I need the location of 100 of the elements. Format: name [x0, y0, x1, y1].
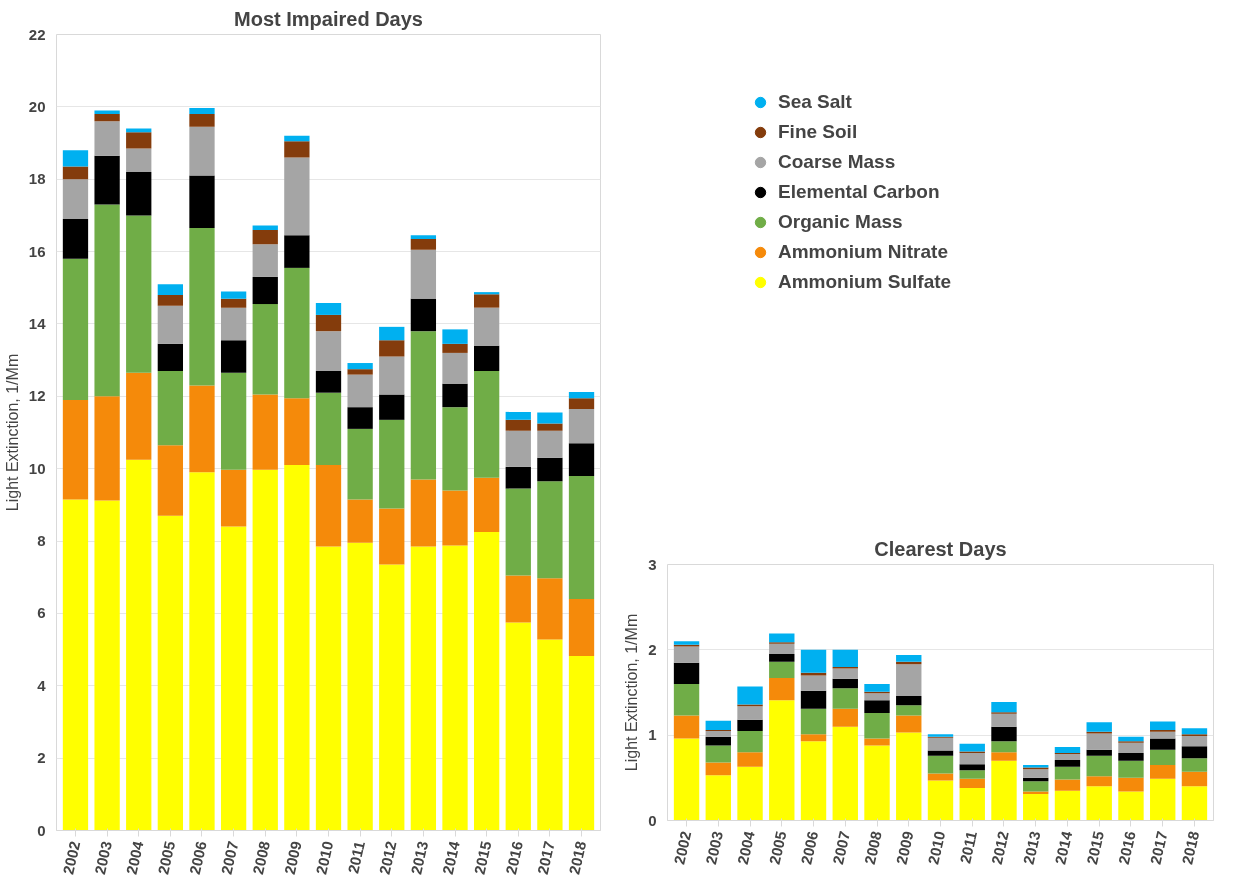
x-tick-label: 2014	[438, 838, 463, 876]
bar	[189, 175, 215, 229]
bar	[896, 654, 922, 662]
bar	[315, 370, 342, 393]
x-tick-label: 2018	[565, 839, 590, 876]
x-tick-label: 2011	[344, 839, 368, 875]
bar	[800, 734, 827, 742]
y-tick-label: 4	[37, 676, 47, 694]
bar	[800, 708, 827, 735]
bar	[442, 490, 468, 546]
bar	[505, 430, 531, 467]
bar	[927, 737, 954, 751]
bar	[347, 428, 373, 500]
y-tick-label: 8	[37, 532, 46, 550]
legend-label: Coarse Mass	[778, 151, 896, 173]
bar	[832, 668, 858, 679]
bar	[959, 770, 985, 779]
legend-label: Organic Mass	[778, 211, 903, 233]
bar	[284, 135, 310, 142]
bar	[864, 700, 890, 713]
bar	[1086, 722, 1112, 732]
bar	[505, 419, 531, 431]
bar	[959, 753, 985, 765]
bar	[126, 171, 152, 216]
bar	[1054, 759, 1081, 767]
bar	[189, 107, 215, 115]
bar	[189, 385, 215, 473]
y-tick-label: 1	[648, 726, 657, 744]
bar	[896, 664, 922, 696]
bar	[832, 726, 858, 821]
bar	[1054, 790, 1081, 821]
bar	[473, 294, 500, 308]
bar	[537, 578, 563, 640]
bar	[315, 314, 342, 332]
y-tick-label: 3	[648, 555, 657, 573]
bar	[991, 726, 1017, 742]
x-tick-label: 2010	[312, 839, 337, 876]
y-tick-label: 0	[648, 811, 657, 829]
bar	[705, 736, 731, 746]
bar	[864, 693, 890, 701]
bar	[959, 788, 985, 821]
bar	[737, 686, 763, 705]
bar	[537, 430, 563, 458]
bar	[568, 408, 595, 444]
bar	[1181, 746, 1208, 759]
bar	[537, 481, 563, 579]
x-tick-label: 2002	[59, 839, 84, 876]
x-tick-label: 2012	[375, 839, 400, 876]
x-tick-label: 2015	[1083, 829, 1108, 866]
bar	[896, 705, 922, 716]
bar	[800, 649, 827, 673]
bar	[315, 546, 342, 831]
bar	[347, 407, 373, 429]
bar	[379, 340, 405, 357]
bar	[1023, 794, 1049, 821]
bar	[1181, 728, 1208, 735]
bar	[189, 126, 215, 176]
x-tick-label: 2009	[892, 829, 917, 866]
bar	[220, 469, 247, 527]
bar	[991, 741, 1017, 753]
x-tick-label: 2008	[249, 839, 274, 876]
bar	[410, 331, 437, 480]
bar	[1118, 736, 1144, 742]
bar	[537, 457, 563, 482]
bar	[537, 412, 563, 424]
bar	[1150, 765, 1176, 779]
bar	[1118, 742, 1144, 754]
bar	[1023, 769, 1049, 778]
bar	[705, 720, 731, 731]
bar	[832, 678, 858, 689]
bar	[505, 466, 531, 489]
bar	[126, 459, 152, 831]
bar	[1023, 791, 1049, 795]
x-tick-label: 2013	[407, 839, 432, 876]
bar	[315, 302, 342, 315]
bar	[991, 752, 1017, 761]
x-tick-label: 2014	[1051, 828, 1076, 866]
y-tick-label: 18	[28, 170, 46, 188]
x-tick-label: 2009	[280, 839, 305, 876]
bar	[1181, 758, 1208, 772]
bar	[673, 683, 700, 716]
bar	[737, 719, 763, 731]
bar	[62, 258, 89, 400]
bar	[252, 225, 278, 230]
bar	[800, 675, 827, 691]
bar	[252, 276, 278, 305]
y-axis-title: Light Extinction, 1/Mm	[3, 353, 21, 512]
bar	[1150, 738, 1176, 750]
bar	[315, 392, 342, 466]
y-tick-label: 12	[28, 387, 46, 405]
bar	[705, 745, 731, 763]
x-tick-label: 2017	[1146, 829, 1171, 866]
bar	[927, 755, 954, 774]
bar	[832, 649, 858, 667]
bar	[991, 760, 1017, 821]
bar	[94, 500, 120, 831]
bar	[220, 372, 247, 470]
bar	[157, 295, 184, 306]
bar	[673, 662, 700, 684]
bar	[220, 340, 247, 373]
